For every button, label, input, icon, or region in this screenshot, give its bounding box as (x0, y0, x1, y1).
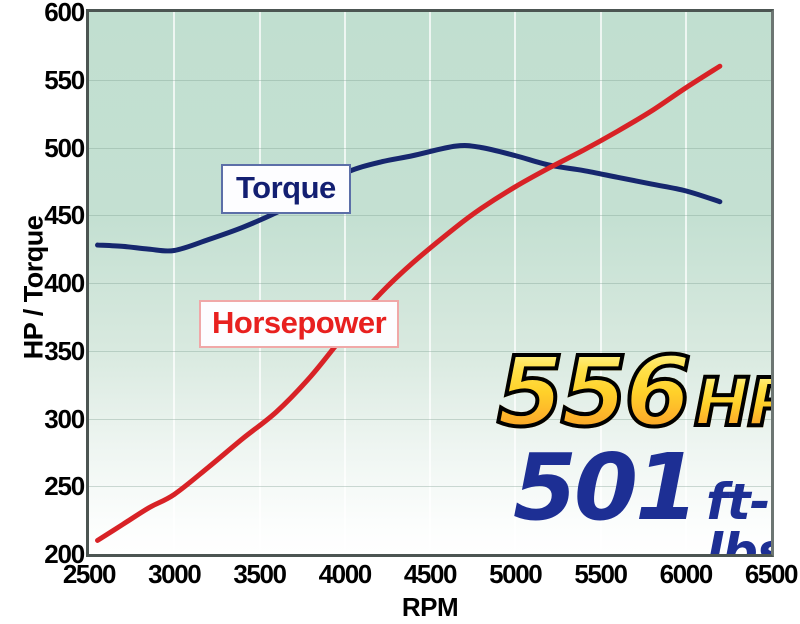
callout-torque-number: 501 (513, 434, 699, 541)
plot-area: Torque Horsepower 556 HP 501 ft-lbs (86, 9, 774, 557)
x-axis-title: RPM (401, 592, 459, 622)
vertical-gridline (599, 12, 602, 554)
callout-horsepower: 556 HP (495, 336, 771, 448)
vertical-gridline (514, 12, 517, 554)
x-tick-label: 6500 (744, 559, 799, 589)
y-tick-label: 600 (44, 0, 85, 27)
horizontal-gridline (89, 79, 771, 81)
y-tick-label: 500 (44, 132, 85, 163)
callout-torque: 501 ft-lbs (513, 434, 771, 555)
callout-hp-unit: HP (692, 368, 771, 438)
horsepower-curve (95, 63, 723, 543)
y-tick-label: 300 (44, 403, 85, 434)
x-tick-label: 5000 (489, 559, 543, 589)
vertical-gridline (258, 12, 261, 554)
vertical-gridline (173, 12, 176, 554)
x-tick-label: 3500 (233, 559, 287, 589)
legend-horsepower-label: Horsepower (212, 305, 387, 340)
y-tick-label: 400 (44, 268, 85, 298)
y-tick-label: 450 (44, 200, 85, 231)
horizontal-gridline (89, 486, 771, 488)
y-tick-label: 250 (44, 471, 85, 502)
x-tick-label: 4500 (403, 559, 458, 589)
horizontal-gridline (89, 147, 771, 149)
y-axis-tick-labels: 600 550 500 450 400 350 300 250 200 (0, 0, 85, 624)
legend-torque: Torque (221, 164, 351, 214)
x-tick-label: 4000 (318, 559, 373, 589)
vertical-gridline (429, 12, 431, 554)
vertical-gridline (684, 12, 687, 554)
x-tick-label: 3000 (148, 559, 202, 589)
y-tick-label: 350 (44, 335, 85, 366)
callout-torque-unit: ft-lbs (706, 473, 771, 557)
y-tick-label: 550 (44, 64, 85, 95)
legend-horsepower: Horsepower (199, 300, 400, 348)
x-tick-label: 6000 (659, 559, 714, 589)
torque-curve (95, 143, 723, 254)
horizontal-gridline (89, 350, 771, 352)
callout-hp-number: 556 (495, 336, 693, 448)
x-tick-label: 2500 (62, 559, 117, 589)
horizontal-gridline (89, 283, 771, 284)
y-tick-label: 200 (44, 539, 85, 569)
x-tick-label: 5500 (574, 559, 628, 589)
plot-inner: Torque Horsepower 556 HP 501 ft-lbs (89, 12, 771, 554)
legend-torque-label: Torque (236, 170, 336, 205)
vertical-gridline (343, 12, 346, 554)
horizontal-gridline (89, 418, 771, 420)
horizontal-gridline (89, 215, 771, 217)
series-curves (95, 63, 723, 543)
